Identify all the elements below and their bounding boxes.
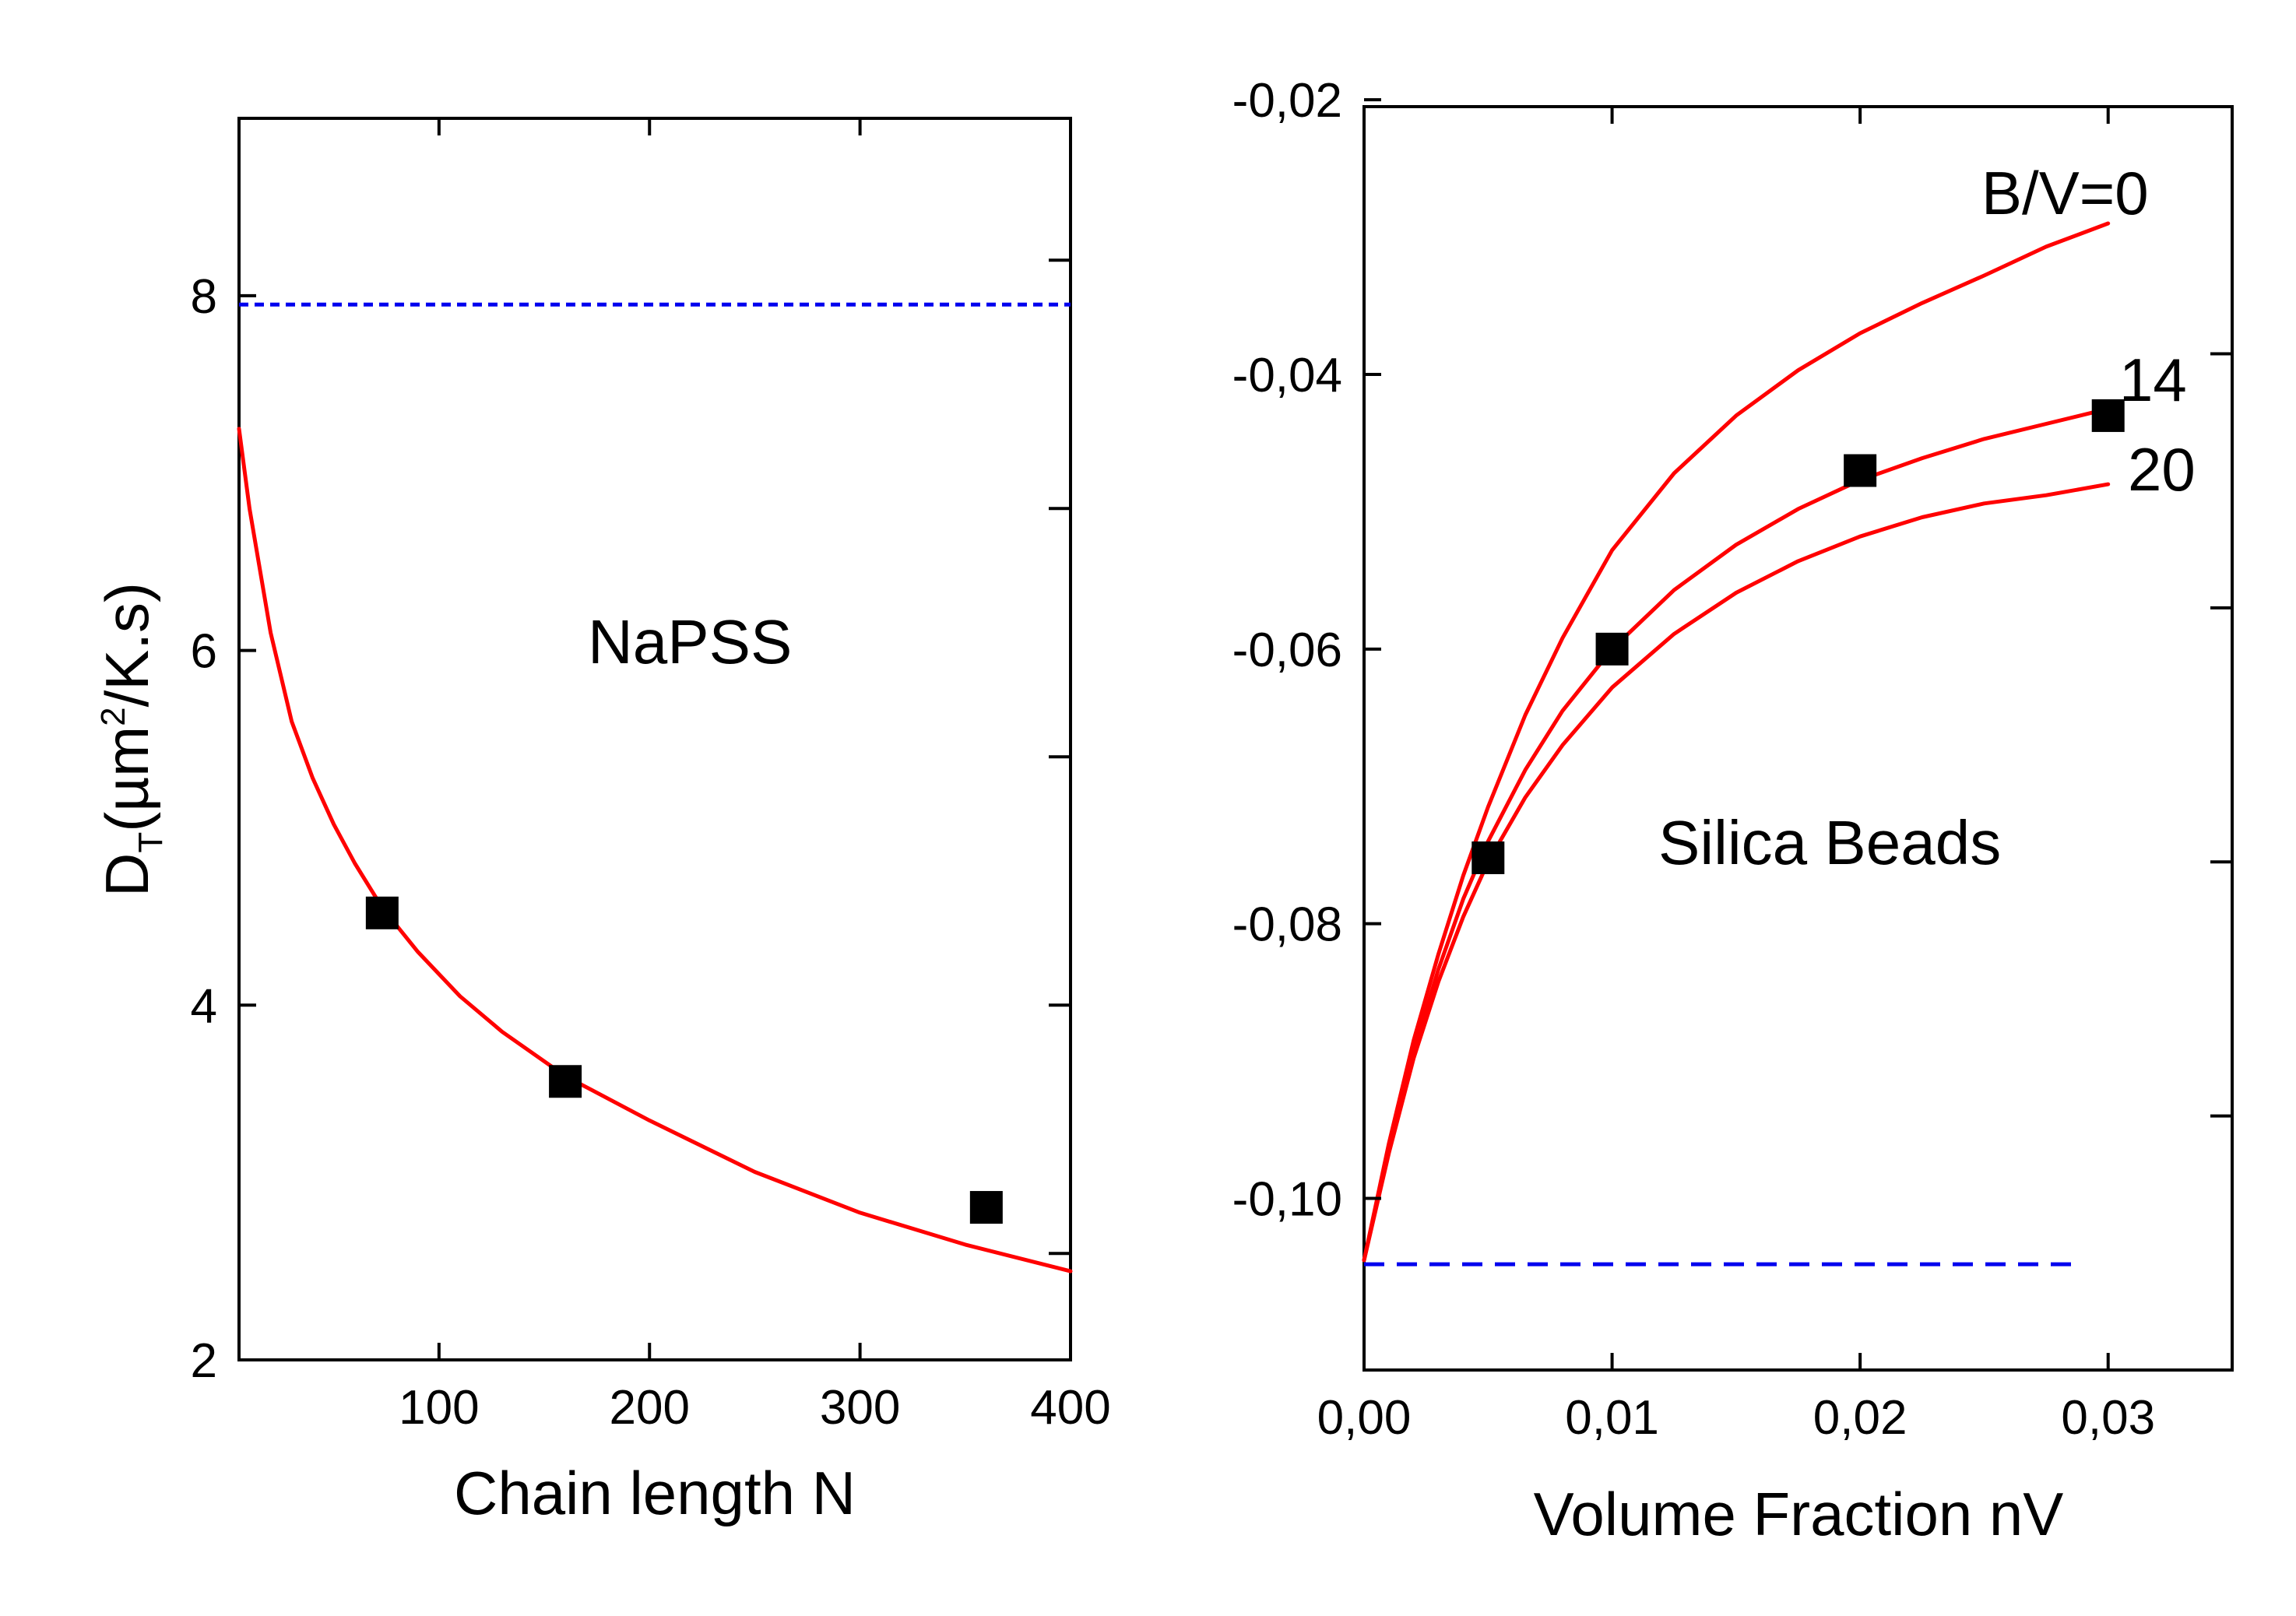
left-xtick-label-2: 300 [820, 1381, 900, 1435]
left-ytick-label-0: 2 [191, 1334, 217, 1388]
right-annotation: Silica Beads [1658, 808, 2001, 877]
right-xtick-label-3: 0,03 [2061, 1391, 2155, 1445]
y-title-superscript: 2 [94, 707, 132, 725]
y-title-subscript: T [132, 832, 170, 853]
right-panel: 0,00 0,01 0,02 0,03 -0,02-0,04-0,06-0,08-0,… [1232, 74, 2234, 1548]
left-data-point-1 [549, 1065, 582, 1098]
left-y-ticks: 2 4 6 8 [191, 270, 256, 1388]
left-xtick-label-3: 400 [1030, 1381, 1110, 1435]
right-x-ticks: 0,00 0,01 0,02 0,03 [1317, 107, 2155, 1445]
right-data-point-3 [2091, 399, 2125, 432]
right-ytick-label-0: -0,02 [1232, 74, 1342, 128]
left-fit-curve-group [237, 427, 1073, 1273]
left-right-ticks [1049, 258, 1071, 1256]
right-data-point-1 [1595, 632, 1629, 666]
right-xtick-label-2: 0,02 [1813, 1391, 1907, 1445]
right-curve-2 [1362, 482, 2111, 1263]
left-x-axis-title: Chain length N [454, 1459, 856, 1527]
right-y-ticks: -0,02 -0,04 -0,06 -0,08 -0,10 [1232, 74, 1381, 1226]
left-y-axis-title: DT(µm2/K.s) [93, 582, 170, 897]
curve-label-14: 14 [2119, 346, 2187, 414]
right-curves-group [1362, 221, 2111, 1263]
right-xtick-label-1: 0,01 [1565, 1391, 1659, 1445]
left-data-point-0 [365, 896, 399, 929]
right-xtick-label-0: 0,00 [1317, 1391, 1412, 1445]
left-curve-0 [237, 427, 1073, 1273]
left-annotation: NaPSS [588, 607, 792, 676]
right-plot-frame [1362, 105, 2234, 1372]
left-ytick-label-1: 4 [191, 979, 217, 1033]
y-title-main: D [93, 853, 161, 897]
right-data-point-0 [1471, 841, 1505, 874]
right-right-ticks [2210, 352, 2232, 1118]
right-x-axis-title: Volume Fraction nV [1534, 1480, 2064, 1548]
curve-label-bv0: B/V=0 [1981, 159, 2149, 227]
right-data-point-2 [1844, 454, 1877, 487]
left-ytick-label-3: 8 [191, 270, 217, 324]
left-data-points [365, 896, 1003, 1224]
right-curve-0 [1362, 221, 2111, 1263]
right-data-points [1471, 399, 2125, 874]
curve-label-20: 20 [2128, 435, 2196, 504]
y-title-mid: (µm [93, 726, 161, 832]
left-ytick-label-2: 6 [191, 625, 217, 679]
right-ytick-label-4: -0,10 [1232, 1172, 1342, 1226]
y-title-tail: /K.s) [93, 582, 161, 707]
right-ytick-label-3: -0,08 [1232, 898, 1342, 952]
left-plot-frame [237, 117, 1072, 1361]
left-xtick-label-1: 200 [610, 1381, 690, 1435]
right-ytick-label-2: -0,06 [1232, 624, 1342, 677]
right-ytick-label-1: -0,04 [1232, 349, 1342, 402]
left-x-ticks: 100 200 300 400 [399, 118, 1111, 1435]
left-xtick-label-0: 100 [399, 1381, 479, 1435]
left-panel: 100 200 300 400 2 4 6 8 NaPSS Chain length N D… [93, 117, 1111, 1527]
left-data-point-2 [969, 1191, 1003, 1224]
